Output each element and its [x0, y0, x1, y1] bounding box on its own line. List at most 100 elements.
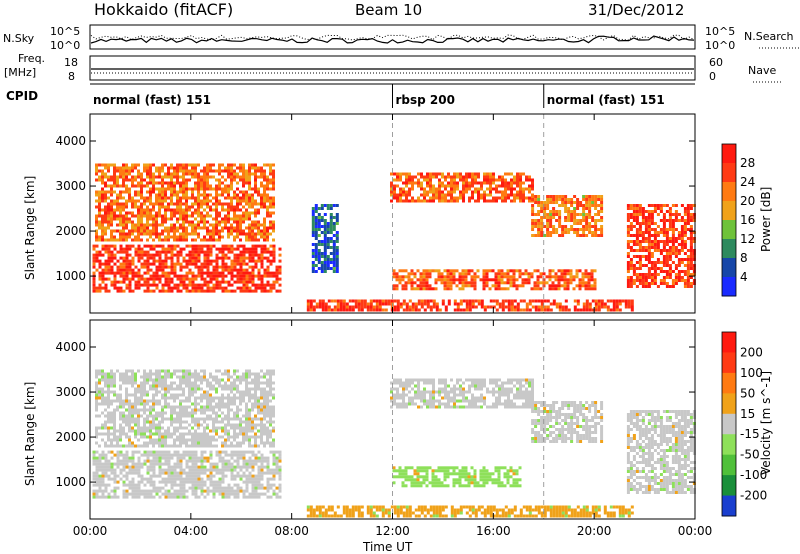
echo-cell-powerCells-0 — [104, 244, 108, 248]
echo-cell-powerCells-0 — [272, 256, 276, 260]
echo-cell-velCells-0 — [128, 483, 132, 487]
echo-cell-powerCells-0 — [272, 274, 276, 278]
echo-cell-powerCells-1 — [170, 226, 173, 230]
echo-cell-powerCells-0 — [230, 289, 234, 293]
echo-cell-powerCells-7 — [686, 216, 690, 219]
echo-cell-powerCells-0 — [194, 247, 198, 251]
echo-cell-powerCells-4 — [537, 219, 541, 222]
echo-cell-powerCells-5 — [482, 269, 486, 273]
echo-cell-powerCells-1 — [194, 208, 197, 212]
echo-cell-powerCells-7 — [650, 279, 654, 282]
echo-cell-velCells-0 — [179, 462, 183, 466]
echo-cell-powerCells-1 — [191, 205, 194, 209]
echo-cell-powerCells-0 — [215, 247, 219, 251]
echo-cell-powerCells-0 — [176, 256, 180, 260]
echo-cell-powerCells-4 — [582, 204, 586, 207]
echo-cell-powerCells-1 — [212, 217, 215, 221]
echo-cell-velCells-0 — [224, 453, 228, 457]
echo-cell-powerCells-7 — [683, 231, 687, 234]
echo-cell-velCells-0 — [107, 462, 111, 466]
echo-cell-powerCells-6 — [417, 299, 421, 303]
echo-cell-powerCells-0 — [266, 268, 270, 272]
echo-cell-powerCells-4 — [531, 213, 535, 216]
echo-cell-powerCells-3 — [453, 196, 456, 200]
echo-cell-velCells-1 — [143, 420, 146, 424]
echo-cell-velCells-0 — [167, 456, 171, 460]
echo-cell-powerCells-7 — [671, 246, 675, 249]
echo-cell-velCells-0 — [149, 477, 153, 481]
echo-cell-powerCells-1 — [248, 184, 251, 188]
echo-cell-powerCells-7 — [659, 249, 663, 252]
echo-cell-powerCells-1 — [260, 196, 263, 200]
echo-cell-powerCells-1 — [113, 217, 116, 221]
echo-cell-velCells-0 — [248, 462, 252, 466]
echo-cell-powerCells-1 — [167, 196, 170, 200]
echo-cell-velCells-1 — [131, 384, 134, 388]
echo-cell-powerCells-1 — [179, 202, 182, 206]
echo-cell-powerCells-0 — [242, 259, 246, 263]
echo-cell-powerCells-7 — [638, 246, 642, 249]
echo-cell-powerCells-2 — [332, 258, 336, 261]
echo-cell-powerCells-7 — [692, 231, 696, 234]
echo-cell-powerCells-1 — [119, 214, 122, 218]
echo-cell-powerCells-7 — [677, 237, 681, 240]
echo-cell-powerCells-0 — [125, 256, 129, 260]
echo-cell-powerCells-1 — [206, 205, 209, 209]
echo-cell-powerCells-3 — [429, 181, 432, 185]
echo-cell-powerCells-1 — [254, 166, 257, 170]
echo-cell-velCells-0 — [197, 459, 201, 463]
echo-cell-powerCells-7 — [683, 264, 687, 267]
echo-cell-powerCells-0 — [266, 283, 270, 287]
echo-cell-powerCells-1 — [230, 232, 233, 236]
echo-cell-powerCells-4 — [546, 207, 550, 210]
echo-cell-powerCells-5 — [527, 278, 531, 282]
echo-cell-velCells-0 — [146, 471, 150, 475]
echo-cell-powerCells-6 — [558, 302, 562, 306]
echo-cell-powerCells-5 — [491, 278, 495, 282]
echo-cell-powerCells-1 — [248, 193, 251, 197]
echo-cell-powerCells-0 — [275, 280, 279, 284]
echo-cell-velCells-1 — [107, 414, 110, 418]
echo-cell-velCells-0 — [116, 495, 120, 499]
echo-cell-powerCells-0 — [221, 265, 225, 269]
echo-cell-powerCells-1 — [164, 196, 167, 200]
echo-cell-powerCells-1 — [128, 172, 131, 176]
echo-cell-powerCells-0 — [167, 265, 171, 269]
echo-cell-powerCells-1 — [107, 175, 110, 179]
echo-cell-powerCells-6 — [393, 305, 397, 309]
echo-cell-powerCells-1 — [149, 181, 152, 185]
echo-cell-powerCells-2 — [335, 231, 339, 234]
echo-cell-powerCells-5 — [473, 272, 477, 276]
echo-cell-powerCells-1 — [116, 208, 119, 212]
echo-cell-powerCells-3 — [426, 184, 429, 188]
echo-cell-powerCells-0 — [155, 268, 159, 272]
echo-cell-velCells-1 — [167, 417, 170, 421]
echo-cell-velCells-1 — [164, 387, 167, 391]
echo-cell-powerCells-7 — [650, 273, 654, 276]
echo-cell-powerCells-6 — [348, 308, 352, 312]
echo-cell-powerCells-4 — [543, 225, 547, 228]
echo-cell-powerCells-3 — [444, 187, 447, 191]
echo-cell-powerCells-1 — [248, 202, 251, 206]
echo-cell-powerCells-1 — [233, 211, 236, 215]
echo-cell-powerCells-1 — [200, 238, 203, 242]
echo-cell-powerCells-7 — [671, 252, 675, 255]
echo-cell-powerCells-6 — [612, 305, 616, 309]
echo-cell-powerCells-1 — [176, 169, 179, 173]
echo-cell-powerCells-7 — [686, 255, 690, 258]
echo-cell-powerCells-5 — [485, 275, 489, 279]
echo-cell-powerCells-0 — [251, 259, 255, 263]
echo-cell-powerCells-1 — [140, 217, 143, 221]
echo-cell-powerCells-0 — [170, 259, 174, 263]
echo-cell-velCells-0 — [119, 468, 123, 472]
echo-cell-powerCells-1 — [143, 196, 146, 200]
echo-cell-powerCells-0 — [137, 268, 141, 272]
echo-cell-powerCells-0 — [206, 253, 210, 257]
echo-cell-velCells-0 — [236, 483, 240, 487]
echo-cell-powerCells-5 — [458, 287, 462, 291]
echo-cell-powerCells-0 — [176, 289, 180, 293]
echo-cell-powerCells-1 — [173, 214, 176, 218]
echo-cell-powerCells-7 — [638, 213, 642, 216]
echo-cell-powerCells-1 — [113, 178, 116, 182]
echo-cell-powerCells-1 — [227, 202, 230, 206]
